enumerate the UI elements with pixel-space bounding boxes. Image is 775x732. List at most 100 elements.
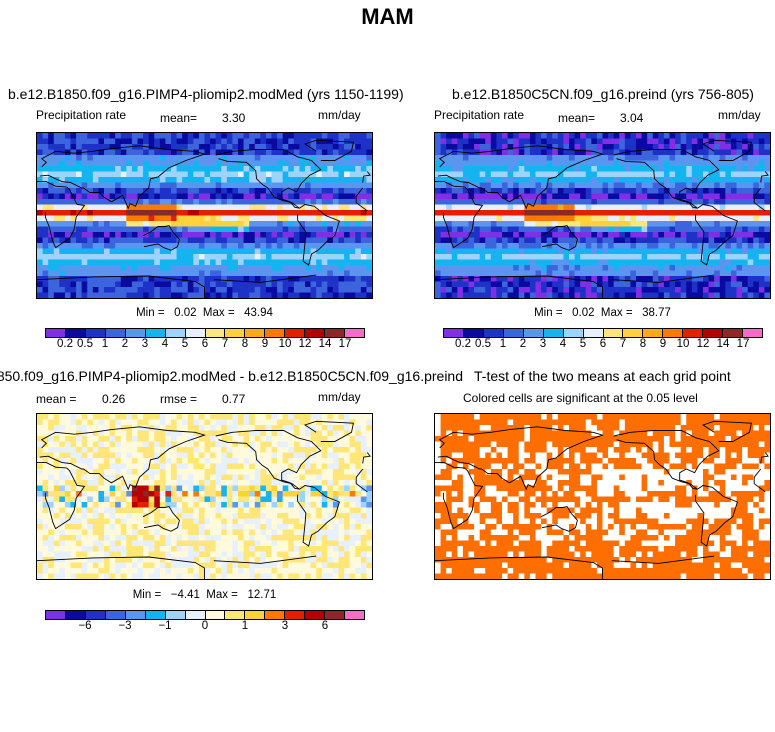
colorbar-swatch	[285, 611, 306, 619]
colorbar-swatch	[345, 329, 364, 337]
colorbar-tick-label: 1	[101, 338, 109, 350]
colorbar-swatch	[483, 329, 504, 337]
panel-2-map-canvas	[435, 133, 770, 298]
colorbar-tick-label: 0.5	[77, 338, 93, 350]
colorbar-tick-label: 0.5	[475, 338, 491, 350]
panel-3-min-label: Min =	[132, 589, 162, 601]
colorbar-swatch	[46, 329, 66, 337]
colorbar-swatch	[305, 329, 326, 337]
panel-1-min-value: 0.02	[174, 307, 197, 319]
panel-3-max-label: Max =	[206, 589, 238, 601]
colorbar-swatch	[125, 611, 146, 619]
colorbar-tick-label: −1	[158, 620, 172, 632]
colorbar-swatch	[85, 329, 106, 337]
panel-1-map-canvas	[37, 133, 372, 298]
panel-2-minmax: Min = 0.02 Max = 38.77	[434, 307, 771, 319]
panel-4-subtitle: Colored cells are significant at the 0.0…	[463, 391, 698, 405]
colorbar-tick-label: 14	[318, 338, 332, 350]
panel-2-units: mm/day	[718, 108, 761, 122]
colorbar-tick-label: 2	[519, 338, 527, 350]
colorbar-swatch	[185, 611, 206, 619]
colorbar-swatch	[105, 611, 126, 619]
colorbar-swatch	[743, 329, 762, 337]
panel-2-max-value: 38.77	[642, 307, 671, 319]
colorbar-swatch	[463, 329, 484, 337]
panel-2-min-label: Min =	[534, 307, 563, 319]
colorbar-tick-label: 8	[639, 338, 647, 350]
figure-title: MAM	[361, 4, 414, 29]
colorbar-tick-label: 8	[241, 338, 249, 350]
panel-1-colorbar-ticks: 0.2 0.5 1 2 3 4 5 6 7 8 9 10 12 14 17	[45, 338, 365, 352]
colorbar-swatch	[125, 329, 146, 337]
panel-3-map-canvas	[37, 414, 372, 579]
colorbar-swatch	[265, 611, 286, 619]
panel-3-map	[36, 413, 373, 580]
colorbar-swatch	[205, 611, 226, 619]
panel-3-rmse-label: rmse =	[160, 392, 198, 406]
colorbar-swatch	[285, 329, 306, 337]
colorbar-swatch	[583, 329, 604, 337]
colorbar-swatch	[703, 329, 724, 337]
colorbar-tick-label: 3	[281, 620, 289, 632]
colorbar-swatch	[145, 611, 166, 619]
panel-3-rmse-value: 0.77	[222, 392, 246, 406]
panel-2-title: b.e12.B1850C5CN.f09_g16.preind (yrs 756-…	[452, 86, 754, 102]
colorbar-swatch	[225, 611, 246, 619]
panel-1-minmax: Min = 0.02 Max = 43.94	[36, 307, 373, 319]
panel-2-mean-label: mean=	[558, 111, 596, 125]
colorbar-swatch	[643, 329, 664, 337]
colorbar-swatch	[65, 611, 86, 619]
colorbar-swatch	[65, 329, 86, 337]
panel-2-colorbar-ticks: 0.2 0.5 1 2 3 4 5 6 7 8 9 10 12 14 17	[443, 338, 763, 352]
colorbar-swatch	[305, 611, 326, 619]
colorbar-swatch	[205, 329, 226, 337]
panel-3-title-clip: b.e12.B1850.f09_g16.PIMP4-pliomip2.modMe…	[0, 366, 465, 386]
colorbar-tick-label: 12	[298, 338, 312, 350]
panel-3-min-value: −4.41	[170, 589, 200, 601]
colorbar-tick-label: −3	[118, 620, 132, 632]
colorbar-tick-label: 9	[261, 338, 269, 350]
colorbar-swatch	[444, 329, 464, 337]
panel-2-map	[434, 132, 771, 299]
colorbar-swatch	[623, 329, 644, 337]
colorbar-tick-label: 0	[201, 620, 209, 632]
colorbar-swatch	[245, 329, 266, 337]
panel-1-colorbar	[45, 328, 365, 338]
colorbar-tick-label: 7	[221, 338, 229, 350]
panel-1-max-label: Max =	[202, 307, 235, 319]
colorbar-tick-label: 0.2	[57, 338, 73, 350]
panel-2-mean-value: 3.04	[620, 111, 644, 125]
panel-1-title: b.e12.B1850.f09_g16.PIMP4-pliomip2.modMe…	[8, 86, 404, 102]
panel-4-title: T-test of the two means at each grid poi…	[474, 368, 731, 384]
colorbar-swatch	[185, 329, 206, 337]
panel-1-units: mm/day	[318, 108, 361, 122]
colorbar-swatch	[503, 329, 524, 337]
colorbar-tick-label: 14	[716, 338, 730, 350]
colorbar-tick-label: 2	[121, 338, 129, 350]
colorbar-tick-label: −6	[78, 620, 92, 632]
panel-3-mean-label: mean =	[36, 392, 77, 406]
colorbar-swatch	[683, 329, 704, 337]
colorbar-tick-label: 10	[278, 338, 292, 350]
colorbar-tick-label: 6	[201, 338, 209, 350]
colorbar-tick-label: 17	[736, 338, 750, 350]
colorbar-swatch	[165, 611, 186, 619]
panel-1-max-value: 43.94	[244, 307, 273, 319]
colorbar-swatch	[563, 329, 584, 337]
panel-3-max-value: 12.71	[247, 589, 277, 601]
colorbar-swatch	[165, 329, 186, 337]
panel-3-minmax: Min = −4.41 Max = 12.71	[36, 589, 373, 601]
panel-2-variable-label: Precipitation rate	[434, 108, 525, 122]
colorbar-swatch	[543, 329, 564, 337]
colorbar-tick-label: 12	[696, 338, 710, 350]
colorbar-swatch	[85, 611, 106, 619]
panel-1-min-label: Min =	[136, 307, 165, 319]
colorbar-swatch	[523, 329, 544, 337]
colorbar-tick-label: 10	[676, 338, 690, 350]
colorbar-tick-label: 6	[321, 620, 329, 632]
colorbar-tick-label: 6	[599, 338, 607, 350]
colorbar-tick-label: 3	[141, 338, 149, 350]
colorbar-swatch	[325, 611, 346, 619]
panel-1-mean-value: 3.30	[222, 111, 246, 125]
colorbar-swatch	[265, 329, 286, 337]
